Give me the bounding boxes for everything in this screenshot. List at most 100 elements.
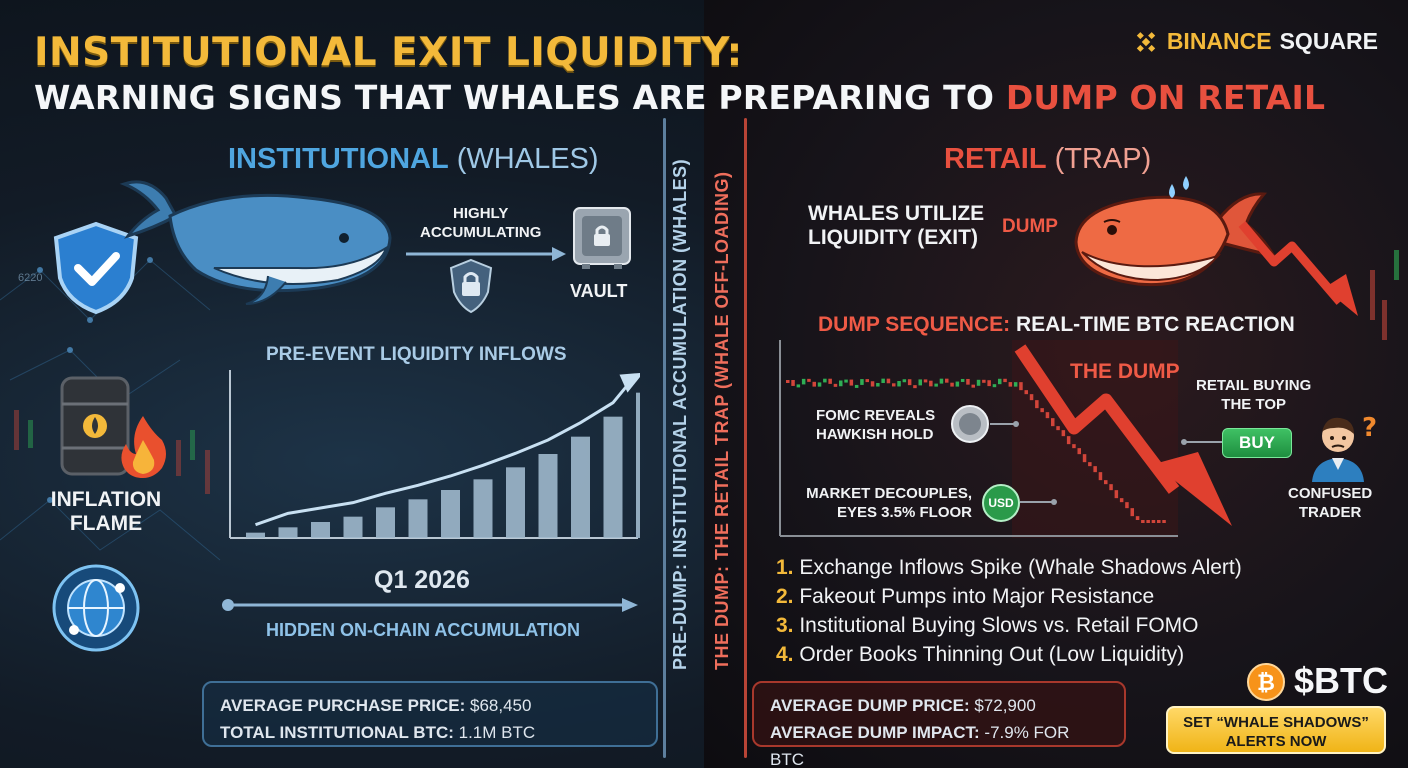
background-price-number: 6220 bbox=[18, 272, 43, 284]
vault-label: VAULT bbox=[570, 281, 628, 301]
globe-network-icon bbox=[52, 564, 140, 652]
candle bbox=[892, 383, 896, 387]
list-text: Fakeout Pumps into Major Resistance bbox=[793, 585, 1155, 608]
candle bbox=[786, 380, 790, 383]
candle bbox=[982, 379, 986, 383]
avg-dump-label: AVERAGE DUMP PRICE: bbox=[770, 696, 975, 715]
candle bbox=[839, 380, 843, 387]
candle bbox=[1125, 502, 1129, 509]
retail-heading: RETAIL (TRAP) bbox=[944, 143, 1151, 176]
list-number: 2. bbox=[776, 585, 794, 608]
hidden-accumulation-label: HIDDEN ON-CHAIN ACCUMULATION bbox=[266, 620, 580, 640]
candle bbox=[934, 383, 938, 387]
liquidity-inflows-chart bbox=[229, 370, 640, 539]
whales-utilize-label: WHALES UTILIZE LIQUIDITY (EXIT) bbox=[808, 202, 984, 250]
candle bbox=[1109, 484, 1113, 491]
candle bbox=[1077, 448, 1081, 455]
dump-tag: DUMP bbox=[1002, 216, 1058, 237]
candle bbox=[1151, 520, 1156, 523]
candle bbox=[945, 378, 949, 383]
total-btc-row: TOTAL INSTITUTIONAL BTC: 1.1M BTC bbox=[220, 719, 640, 746]
retail-line2: THE TOP bbox=[1221, 396, 1287, 413]
candle bbox=[812, 381, 816, 387]
list-number: 1. bbox=[776, 556, 794, 579]
candle bbox=[828, 378, 832, 384]
market-line1: MARKET DECOUPLES, bbox=[806, 485, 972, 502]
pre-dump-vertical-label: PRE-DUMP: INSTITUTIONAL ACCUMULATION (WH… bbox=[670, 158, 690, 670]
candle bbox=[955, 381, 960, 387]
avg-purchase-value: $68,450 bbox=[470, 696, 532, 715]
candle bbox=[1040, 408, 1044, 413]
candle bbox=[1093, 466, 1097, 473]
accumulating-line1: HIGHLY bbox=[453, 205, 509, 222]
candle bbox=[929, 380, 933, 387]
candle bbox=[1088, 462, 1092, 467]
dump-impact-row: AVERAGE DUMP IMPACT: -7.9% FOR BTC bbox=[770, 719, 1108, 768]
alert-line2: ALERTS NOW bbox=[1225, 733, 1327, 750]
subtitle-highlight: DUMP ON RETAIL bbox=[1005, 78, 1326, 117]
candle bbox=[817, 382, 822, 387]
confused-line1: CONFUSED bbox=[1288, 485, 1373, 502]
candle bbox=[881, 378, 885, 384]
candle bbox=[1098, 472, 1103, 481]
confused-line2: TRADER bbox=[1298, 504, 1362, 521]
chart-bar bbox=[473, 479, 493, 538]
chart-bar bbox=[538, 454, 558, 538]
candle bbox=[1056, 426, 1060, 431]
btc-ticker: $BTC bbox=[1294, 660, 1389, 701]
alert-line1: SET “WHALE SHADOWS” bbox=[1183, 714, 1369, 731]
candle bbox=[1019, 382, 1023, 391]
total-btc-value: 1.1M BTC bbox=[458, 723, 536, 742]
candle bbox=[897, 381, 901, 387]
highly-accumulating-label: HIGHLY ACCUMULATING bbox=[420, 204, 541, 242]
dump-arrow bbox=[1014, 344, 1232, 526]
period-label: Q1 2026 bbox=[374, 566, 470, 594]
list-text: Order Books Thinning Out (Low Liquidity) bbox=[793, 643, 1185, 666]
dump-impact-label: AVERAGE DUMP IMPACT: bbox=[770, 723, 985, 742]
candle bbox=[833, 383, 838, 387]
chart-bar bbox=[506, 467, 525, 538]
set-alerts-button[interactable]: SET “WHALE SHADOWS” ALERTS NOW bbox=[1166, 706, 1386, 754]
candle bbox=[923, 379, 928, 383]
buy-connector bbox=[1181, 439, 1222, 445]
binance-logo-icon bbox=[1136, 31, 1156, 52]
whales-line2: LIQUIDITY (EXIT) bbox=[808, 226, 978, 249]
candle bbox=[902, 379, 907, 383]
candle bbox=[1135, 516, 1140, 520]
avg-purchase-label: AVERAGE PURCHASE PRICE: bbox=[220, 696, 470, 715]
main-subtitle: WARNING SIGNS THAT WHALES ARE PREPARING … bbox=[34, 78, 1325, 117]
list-text: Exchange Inflows Spike (Whale Shadows Al… bbox=[793, 556, 1242, 579]
institutional-stats-box: AVERAGE PURCHASE PRICE: $68,450 TOTAL IN… bbox=[202, 681, 658, 747]
chart-bar bbox=[246, 532, 265, 538]
trend-arrowhead bbox=[619, 372, 640, 393]
chart-bar bbox=[636, 392, 640, 538]
candle bbox=[1141, 520, 1145, 523]
center-divider-left bbox=[663, 118, 666, 758]
main-title: INSTITUTIONAL EXIT LIQUIDITY: bbox=[34, 30, 743, 75]
retail-buying-label: RETAIL BUYING THE TOP bbox=[1196, 376, 1311, 414]
chart-bar bbox=[376, 507, 395, 538]
fomc-label: FOMC REVEALS HAWKISH HOLD bbox=[816, 406, 935, 444]
list-item: 4. Order Books Thinning Out (Low Liquidi… bbox=[776, 640, 1242, 669]
heading-bold: INSTITUTIONAL bbox=[228, 143, 449, 175]
candle bbox=[1029, 394, 1034, 401]
inflation-line1: INFLATION bbox=[50, 488, 162, 511]
dump-impact-value: -7.9% FOR BTC bbox=[770, 723, 1070, 768]
candle bbox=[807, 378, 811, 382]
market-decouples-label: MARKET DECOUPLES, EYES 3.5% FLOOR bbox=[800, 484, 972, 522]
candle bbox=[998, 378, 1002, 385]
buy-button[interactable]: BUY bbox=[1222, 428, 1292, 458]
list-item: 3. Institutional Buying Slows vs. Retail… bbox=[776, 611, 1242, 640]
whales-line1: WHALES UTILIZE bbox=[808, 202, 985, 225]
fed-seal-icon bbox=[951, 405, 1019, 443]
candle bbox=[918, 379, 922, 386]
candle bbox=[1051, 418, 1055, 427]
candle bbox=[886, 378, 891, 384]
shield-check-icon bbox=[53, 221, 139, 315]
fomc-line2: HAWKISH HOLD bbox=[816, 426, 934, 443]
dump-stats-box: AVERAGE DUMP PRICE: $72,900 AVERAGE DUMP… bbox=[752, 681, 1126, 768]
candle bbox=[823, 378, 827, 383]
the-dump-label: THE DUMP bbox=[1070, 360, 1180, 383]
market-line2: EYES 3.5% FLOOR bbox=[836, 504, 972, 521]
candle bbox=[854, 384, 859, 388]
